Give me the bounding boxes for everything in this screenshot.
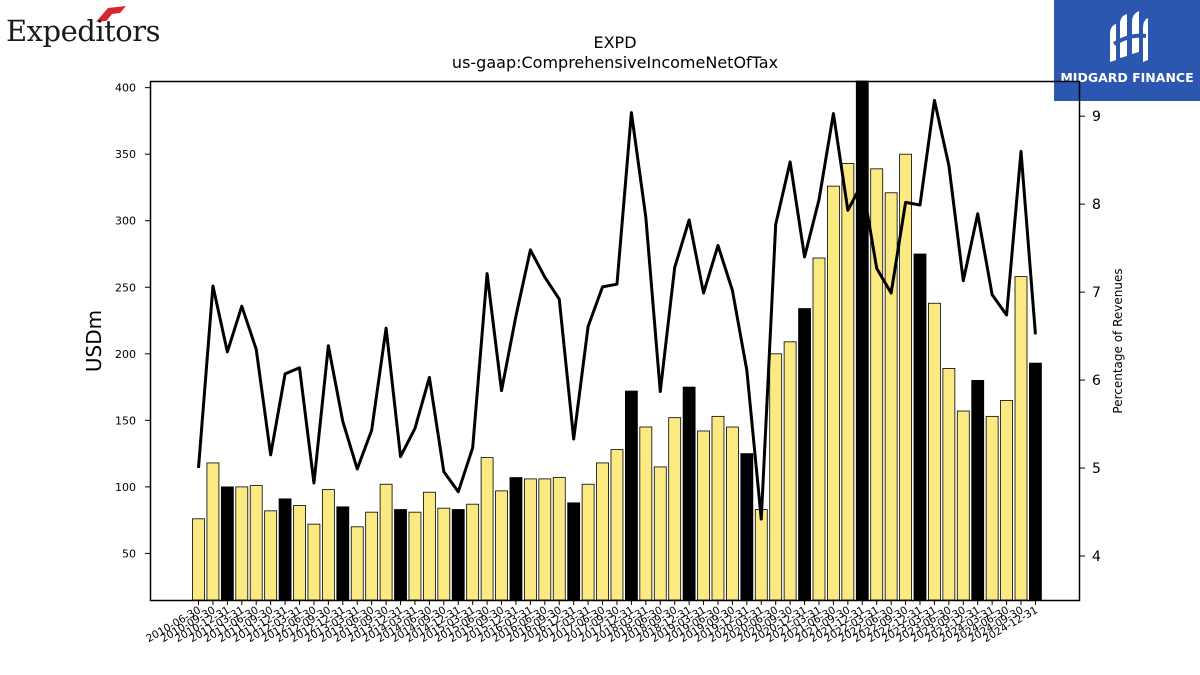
bar [422, 491, 436, 601]
bar [668, 417, 682, 601]
bars-group [192, 80, 1042, 601]
bar [1000, 399, 1013, 601]
bar [956, 410, 970, 601]
bar [1014, 276, 1028, 601]
bar [928, 302, 941, 601]
chart-title: EXPD [593, 33, 636, 52]
bar [985, 415, 999, 601]
y2-tick-label: 8 [1092, 197, 1101, 213]
bar [625, 390, 638, 601]
bar [509, 477, 523, 601]
bar [827, 185, 840, 601]
axes-group: 501001502002503003504004567892010-06-302… [115, 82, 1101, 645]
y-tick-label: 250 [115, 281, 136, 294]
revenue-percentage-line [197, 98, 1037, 521]
bar [336, 506, 350, 601]
y-tick-label: 300 [115, 215, 136, 228]
y-axis-label: USDm [82, 310, 106, 372]
line-group [197, 98, 1037, 521]
bar [711, 415, 725, 601]
bar [798, 308, 811, 601]
bar [639, 426, 653, 601]
bar [408, 511, 422, 601]
bar [581, 483, 595, 601]
bar [783, 341, 797, 601]
bar [192, 518, 205, 601]
bar [437, 507, 451, 601]
bar [495, 490, 508, 601]
bar [350, 526, 364, 601]
bar [249, 485, 263, 601]
bar [567, 502, 581, 601]
bar [740, 453, 754, 601]
bar [913, 253, 927, 601]
y-tick-label: 400 [115, 82, 136, 95]
bar [855, 80, 869, 601]
bar [552, 477, 566, 601]
bar [610, 449, 624, 601]
bar [523, 478, 537, 601]
bar [379, 483, 393, 601]
bar [697, 430, 710, 601]
expeditors-logo: Expeditors [6, 4, 166, 52]
y2-tick-label: 7 [1092, 285, 1101, 301]
y-tick-label: 50 [122, 547, 136, 560]
bar [769, 353, 783, 601]
bar [466, 503, 480, 601]
bar [264, 510, 278, 601]
midgard-finance-logo: MIDGARD FINANCE [1054, 0, 1200, 101]
bar [220, 486, 234, 601]
bar [653, 466, 667, 601]
bar [365, 511, 379, 601]
bar [870, 168, 884, 601]
expeditors-logo-mark [96, 6, 126, 24]
y2-tick-label: 6 [1092, 373, 1101, 389]
chart-subtitle: us-gaap:ComprehensiveIncomeNetOfTax [452, 53, 778, 72]
bar [812, 257, 826, 601]
bar [293, 505, 306, 601]
bar [206, 462, 220, 601]
y2-axis-label: Percentage of Revenues [1111, 268, 1125, 413]
bar [841, 163, 855, 601]
midgard-finance-logo-text: MIDGARD FINANCE [1060, 70, 1194, 85]
bar [884, 192, 898, 601]
bar [596, 462, 609, 601]
y-tick-label: 200 [115, 348, 136, 361]
bar [394, 509, 407, 601]
y-tick-label: 100 [115, 481, 136, 494]
bar [1029, 362, 1042, 601]
bar [682, 386, 696, 601]
bar [971, 380, 985, 601]
y-tick-label: 350 [115, 148, 136, 161]
bar [726, 426, 739, 601]
bar [942, 368, 956, 601]
expeditors-logo-text: Expeditors [6, 14, 160, 48]
bar [754, 509, 768, 601]
bar [480, 457, 494, 601]
bar [307, 523, 321, 601]
y2-tick-label: 4 [1092, 549, 1101, 565]
bar [451, 509, 465, 601]
plot-frame [149, 80, 1081, 602]
bar [538, 478, 552, 601]
bar [235, 486, 249, 601]
bar [321, 489, 335, 601]
bar [278, 498, 292, 601]
midgard-emblem-icon [1110, 11, 1148, 62]
y-tick-label: 150 [115, 414, 136, 427]
y2-tick-label: 5 [1092, 461, 1101, 477]
y2-tick-label: 9 [1092, 109, 1101, 125]
